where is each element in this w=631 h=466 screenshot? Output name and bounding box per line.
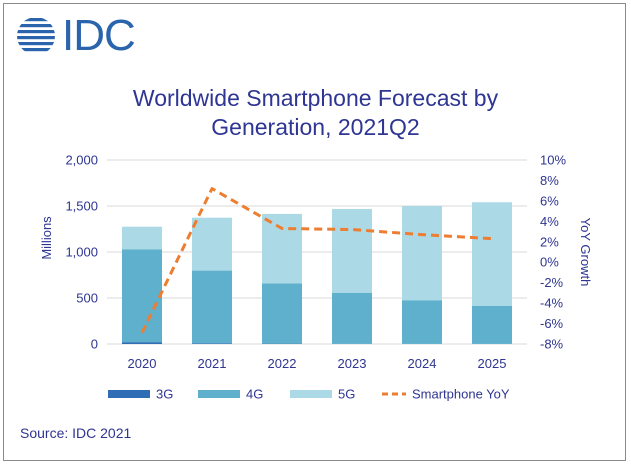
bar-5g — [332, 209, 372, 293]
bar-5g — [262, 213, 302, 284]
legend-label-4g: 4G — [246, 387, 263, 402]
y2-tick-label: 4% — [540, 214, 559, 229]
bars — [122, 202, 512, 344]
y2-tick-label: -6% — [540, 316, 564, 331]
y2-tick-label: 2% — [540, 234, 559, 249]
bar-4g — [402, 300, 442, 344]
y2-tick-label: -8% — [540, 337, 564, 352]
x-tick-label: 2025 — [478, 356, 507, 371]
bar-3g — [192, 343, 232, 344]
x-tick-label: 2024 — [408, 356, 437, 371]
bar-5g — [472, 202, 512, 306]
bar-5g — [192, 217, 232, 271]
x-tick-label: 2020 — [128, 356, 157, 371]
idc-logo: IDC — [14, 11, 136, 60]
bar-5g — [402, 205, 442, 301]
y2-tick-label: 6% — [540, 193, 559, 208]
legend-label-smartphone-yoy: Smartphone YoY — [412, 387, 510, 402]
y2-tick-label: 10% — [540, 153, 566, 168]
y-tick-label: 1,500 — [65, 199, 98, 214]
y-axis-title: Millions — [39, 216, 54, 260]
legend-label-5g: 5G — [338, 387, 355, 402]
idc-globe-icon — [17, 18, 55, 52]
y2-tick-label: 8% — [540, 173, 559, 188]
legend: 3G 4G 5G Smartphone YoY — [108, 387, 510, 402]
bar-4g — [262, 283, 302, 344]
x-tick-label: 2022 — [268, 356, 297, 371]
logo-text: IDC — [62, 11, 136, 60]
y2-tick-label: -4% — [540, 296, 564, 311]
right-axis-ticks: -8% -6% -4% -2% 0% 2% 4% 6% 8% 10% — [540, 153, 566, 352]
bar-4g — [192, 270, 232, 344]
chart-title-line-1: Worldwide Smartphone Forecast by — [132, 85, 499, 111]
bar-4g — [472, 305, 512, 344]
gridlines — [107, 159, 527, 345]
legend-swatch-5g — [290, 390, 332, 398]
y-tick-label: 500 — [76, 291, 98, 306]
legend-swatch-3g — [108, 390, 150, 398]
left-axis-ticks: 0 500 1,000 1,500 2,000 — [65, 153, 98, 352]
chart-title-line-2: Generation, 2021Q2 — [211, 114, 420, 140]
legend-swatch-4g — [198, 390, 240, 398]
bar-4g — [122, 249, 162, 343]
x-tick-label: 2021 — [198, 356, 227, 371]
x-axis-ticks: 2020 2021 2022 2023 2024 2025 — [128, 356, 507, 371]
chart-title: Worldwide Smartphone Forecast by Generat… — [0, 84, 631, 142]
y-tick-label: 1,000 — [65, 245, 98, 260]
legend-label-3g: 3G — [156, 387, 173, 402]
chart-frame — [3, 3, 626, 461]
y2-tick-label: 0% — [540, 255, 559, 270]
x-tick-label: 2023 — [338, 356, 367, 371]
y-tick-label: 2,000 — [65, 153, 98, 168]
bar-3g — [122, 342, 162, 344]
y2-tick-label: -2% — [540, 275, 564, 290]
y-tick-label: 0 — [91, 337, 98, 352]
bar-5g — [122, 226, 162, 250]
source-note: Source: IDC 2021 — [20, 425, 132, 441]
y2-axis-title: YoY Growth — [578, 218, 593, 287]
bar-4g — [332, 292, 372, 344]
yoy-line — [140, 187, 493, 334]
yoy-line-path — [140, 187, 493, 334]
